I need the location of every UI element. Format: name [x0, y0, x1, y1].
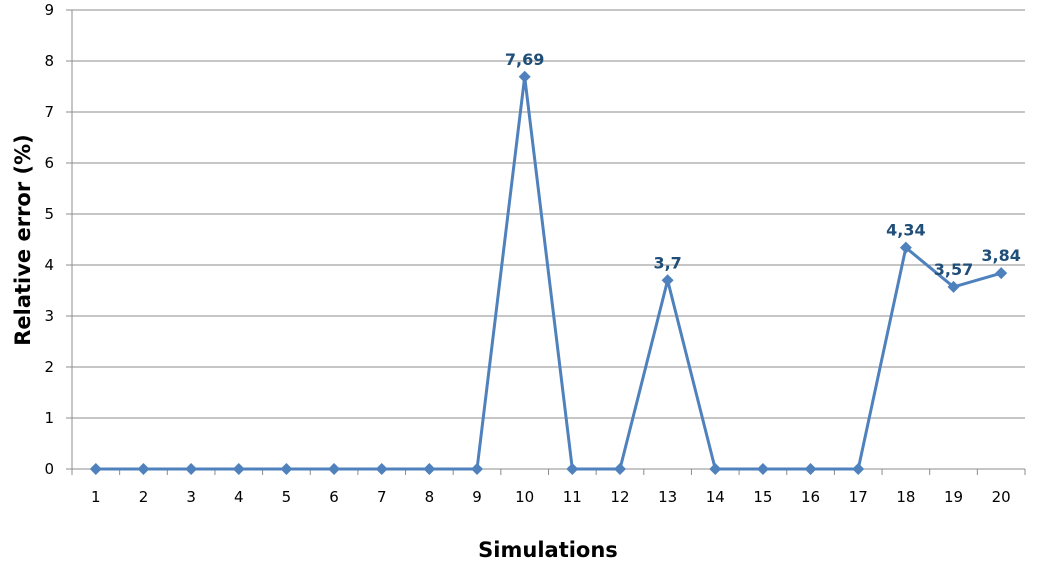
data-label: 4,34	[886, 221, 925, 240]
data-point-marker	[375, 463, 388, 475]
x-tick-label: 6	[329, 488, 339, 506]
x-tick-label: 11	[563, 488, 582, 506]
y-tick-label: 8	[44, 52, 54, 70]
data-point-marker	[899, 241, 912, 254]
y-tick-label: 6	[44, 154, 54, 172]
data-point-marker	[328, 463, 341, 475]
data-point-marker	[804, 463, 817, 475]
data-label: 3,84	[981, 246, 1020, 265]
data-point-marker	[709, 463, 722, 475]
x-tick-label: 4	[234, 488, 244, 506]
y-tick-label: 1	[44, 409, 54, 427]
data-point-marker	[566, 463, 579, 475]
data-point-marker	[947, 280, 960, 293]
y-tick-label: 9	[44, 1, 54, 19]
series-line-layer	[95, 75, 1002, 471]
data-label: 3,7	[653, 253, 681, 272]
x-axis-title: Simulations	[478, 538, 618, 562]
data-point-marker	[185, 463, 198, 475]
data-labels: 7,69 3,7 4,34 3,57 3,84	[505, 50, 1021, 279]
x-tick-label: 18	[896, 488, 915, 506]
data-point-marker	[995, 267, 1008, 280]
x-tick-label: 8	[425, 488, 435, 506]
x-tick-label: 12	[610, 488, 629, 506]
x-tick-label: 7	[377, 488, 387, 506]
data-point-marker	[852, 463, 865, 475]
x-tick-label: 20	[992, 488, 1011, 506]
data-point-marker	[661, 274, 674, 287]
data-point-marker	[423, 463, 436, 475]
x-tick-label: 15	[753, 488, 772, 506]
x-tick-labels: 1 2 3 4 5 6 7 8 9 10 11 12 13 14 15 16 17 18 19 20	[91, 488, 1011, 506]
series-line	[95, 75, 1002, 471]
y-tick-label: 2	[44, 358, 54, 376]
y-tick-label: 4	[44, 256, 54, 274]
x-tick-label: 19	[944, 488, 963, 506]
data-point-marker	[756, 463, 769, 475]
x-tick-label: 9	[472, 488, 482, 506]
y-tick-labels: 0 1 2 3 4 5 6 7 8 9	[44, 1, 54, 478]
x-tick-label: 1	[91, 488, 101, 506]
y-tick-label: 0	[44, 460, 54, 478]
data-point-marker	[232, 463, 245, 475]
x-tick-label: 13	[658, 488, 677, 506]
gridlines	[72, 9, 1025, 419]
y-tick-label: 3	[44, 307, 54, 325]
data-point-marker	[613, 463, 626, 475]
x-tick-label: 3	[186, 488, 196, 506]
x-tick-label: 14	[706, 488, 725, 506]
data-point-marker	[518, 70, 531, 83]
x-tick-label: 2	[139, 488, 149, 506]
x-tick-label: 10	[515, 488, 534, 506]
data-point-markers	[89, 70, 1008, 475]
data-point-marker	[471, 463, 484, 475]
data-point-marker	[137, 463, 150, 475]
x-tick-label: 5	[282, 488, 292, 506]
data-label: 7,69	[505, 50, 544, 69]
x-tick-label: 17	[849, 488, 868, 506]
data-label: 3,57	[934, 260, 973, 279]
data-point-marker	[89, 463, 102, 475]
y-axis-title: Relative error (%)	[11, 134, 35, 346]
data-point-marker	[280, 463, 293, 475]
y-tick-label: 7	[44, 103, 54, 121]
y-tick-label: 5	[44, 205, 54, 223]
x-tick-label: 16	[801, 488, 820, 506]
